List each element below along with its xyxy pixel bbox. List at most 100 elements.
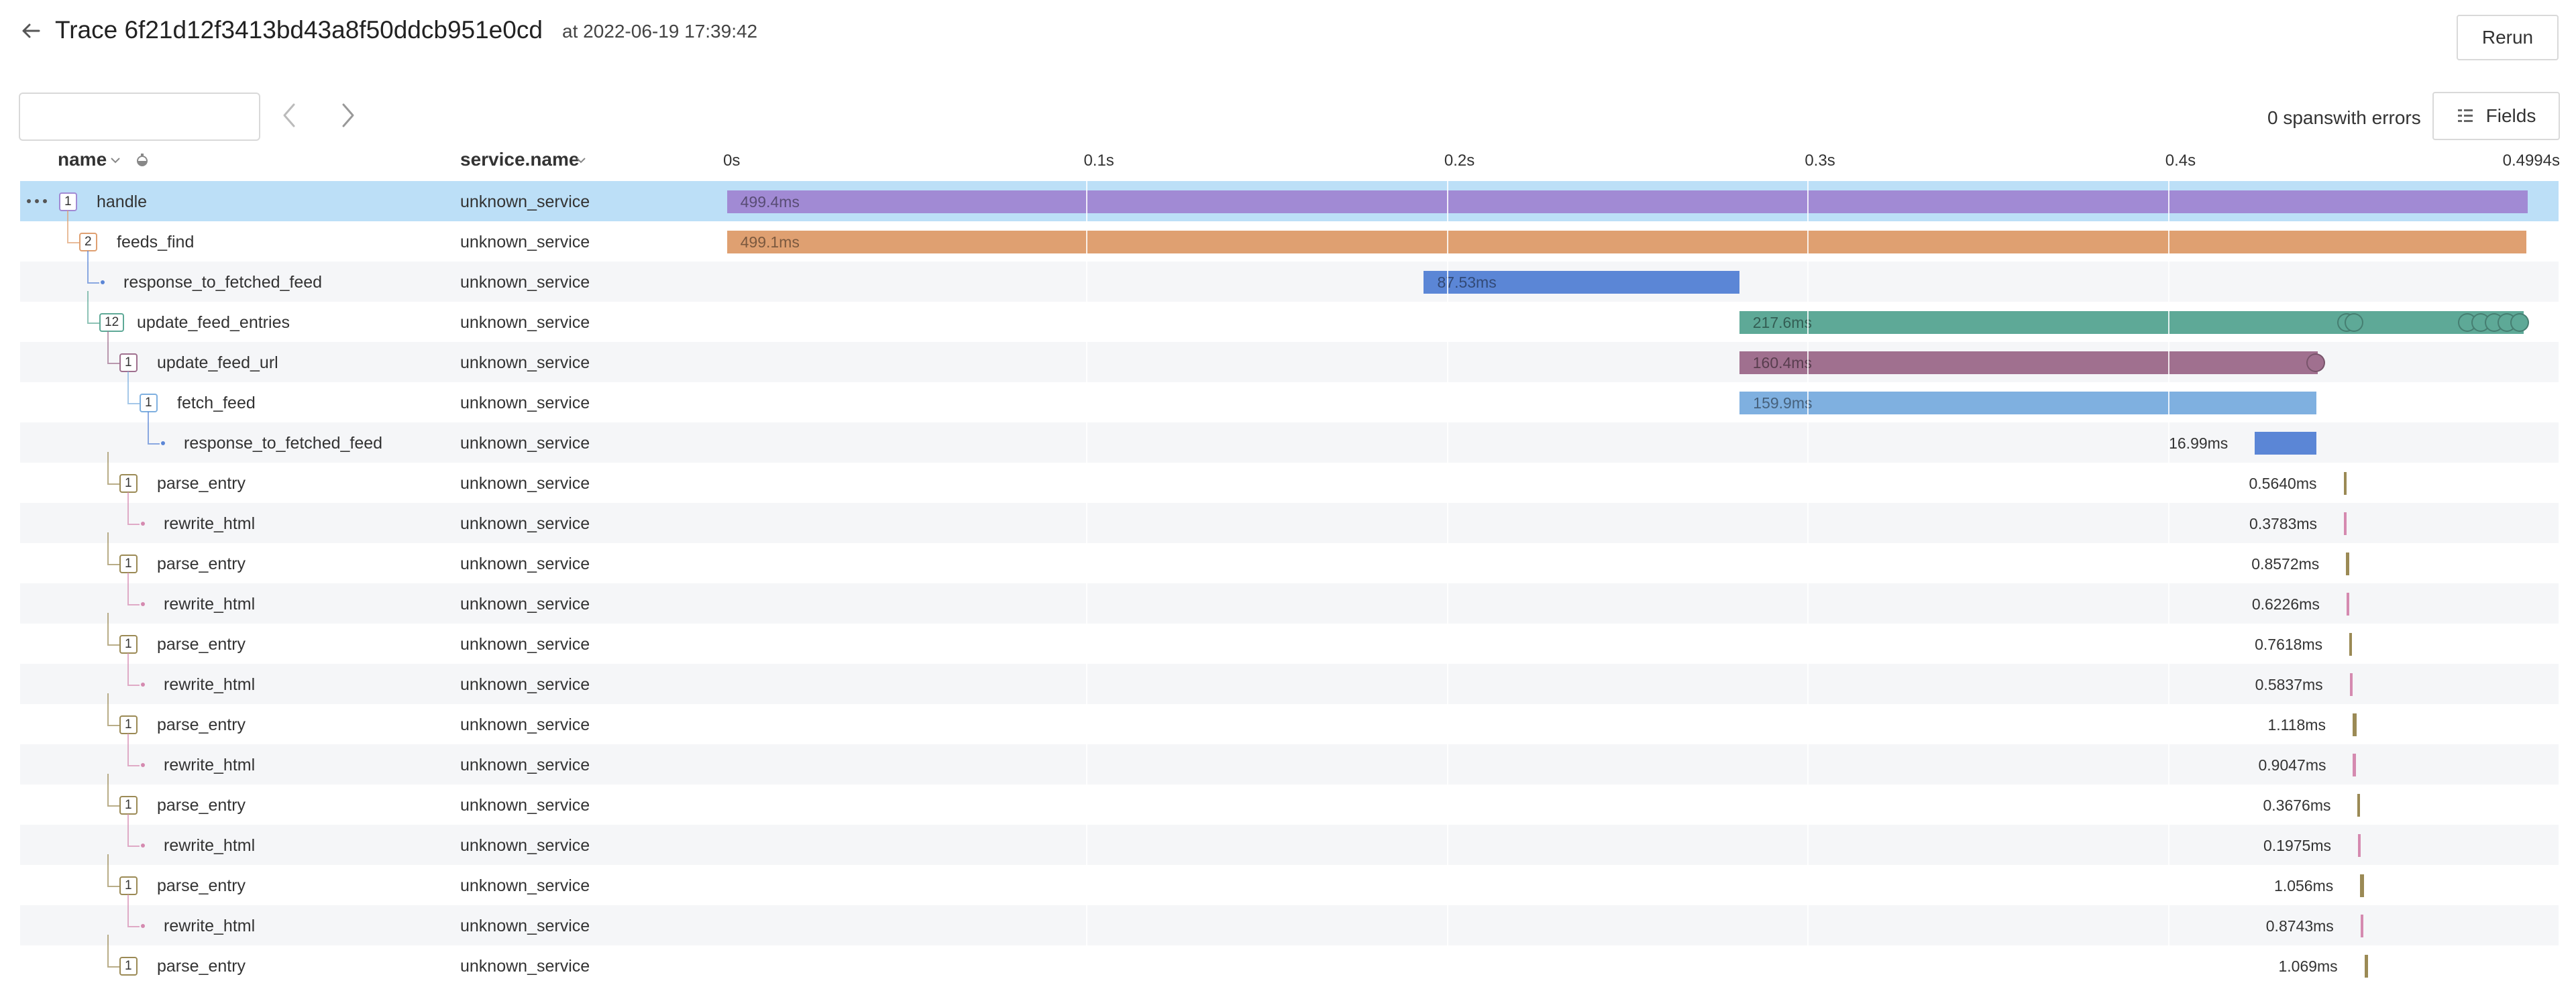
timeline-tick-label: 0s bbox=[723, 152, 741, 170]
chevron-left-icon[interactable] bbox=[275, 95, 305, 135]
span-name: fetch_feed bbox=[177, 394, 256, 412]
child-count-badge[interactable]: 1 bbox=[119, 635, 138, 654]
tree-connector bbox=[87, 291, 89, 323]
more-options-icon[interactable] bbox=[27, 199, 51, 205]
span-name: parse_entry bbox=[157, 635, 246, 654]
span-service: unknown_service bbox=[460, 273, 590, 292]
dot bbox=[27, 199, 31, 203]
span-row[interactable] bbox=[20, 624, 2559, 664]
child-count-badge[interactable]: 2 bbox=[79, 233, 97, 251]
child-count-badge[interactable]: 1 bbox=[119, 796, 138, 815]
span-row[interactable] bbox=[20, 262, 2559, 302]
span-bar[interactable] bbox=[2346, 593, 2349, 616]
child-count-badge[interactable]: 12 bbox=[99, 313, 125, 332]
tree-connector bbox=[127, 604, 140, 605]
span-row[interactable] bbox=[20, 785, 2559, 825]
span-row[interactable] bbox=[20, 463, 2559, 503]
child-count-badge[interactable]: 1 bbox=[119, 876, 138, 895]
span-service: unknown_service bbox=[460, 836, 590, 855]
tree-connector bbox=[127, 685, 140, 686]
span-service: unknown_service bbox=[460, 957, 590, 976]
errors-summary: 0 spanswith errors bbox=[2267, 107, 2421, 128]
span-bar[interactable] bbox=[2343, 472, 2347, 495]
child-count-badge[interactable]: 1 bbox=[119, 474, 138, 493]
span-bar[interactable] bbox=[2360, 874, 2364, 897]
span-bar[interactable] bbox=[2349, 673, 2353, 696]
span-row[interactable] bbox=[20, 945, 2559, 986]
child-count-badge[interactable]: 1 bbox=[119, 555, 138, 573]
child-count-badge[interactable]: 1 bbox=[119, 353, 138, 372]
timeline-gridline bbox=[1446, 181, 1448, 986]
tree-connector bbox=[67, 242, 79, 243]
span-row[interactable] bbox=[20, 543, 2559, 583]
span-name: parse_entry bbox=[157, 715, 246, 734]
span-row[interactable] bbox=[20, 744, 2559, 785]
span-bar[interactable] bbox=[2360, 915, 2364, 937]
span-name: rewrite_html bbox=[164, 917, 256, 935]
child-count-badge[interactable]: 1 bbox=[59, 192, 77, 211]
tree-connector bbox=[127, 524, 140, 525]
tree-connector bbox=[107, 564, 119, 565]
span-service: unknown_service bbox=[460, 635, 590, 654]
tree-connector bbox=[107, 452, 109, 483]
filter-icon[interactable] bbox=[134, 152, 150, 168]
span-row[interactable] bbox=[20, 905, 2559, 945]
span-bar[interactable] bbox=[1739, 351, 2318, 374]
span-dot bbox=[161, 441, 165, 445]
span-bar[interactable] bbox=[2346, 553, 2349, 575]
column-name-label: name bbox=[58, 149, 107, 170]
span-bar[interactable] bbox=[1739, 392, 2316, 414]
span-event-marker[interactable] bbox=[2344, 313, 2363, 332]
child-count-badge[interactable]: 1 bbox=[140, 394, 158, 412]
span-row[interactable] bbox=[20, 704, 2559, 744]
chevron-down-icon[interactable] bbox=[574, 156, 588, 165]
span-row[interactable] bbox=[20, 503, 2559, 543]
span-bar[interactable] bbox=[1424, 271, 1739, 294]
search-input[interactable] bbox=[19, 93, 260, 141]
span-event-marker[interactable] bbox=[2306, 353, 2326, 372]
child-count-badge[interactable]: 1 bbox=[119, 715, 138, 734]
span-bar[interactable] bbox=[2349, 633, 2353, 656]
span-bar[interactable] bbox=[2344, 512, 2347, 535]
span-bar[interactable] bbox=[2352, 713, 2357, 736]
span-event-marker[interactable] bbox=[2510, 313, 2530, 332]
tree-connector bbox=[107, 532, 109, 564]
tree-connector bbox=[127, 894, 129, 926]
column-header-service[interactable]: service.name bbox=[460, 149, 579, 170]
span-row[interactable] bbox=[20, 583, 2559, 624]
tree-connector bbox=[107, 483, 119, 485]
span-row[interactable] bbox=[20, 865, 2559, 905]
span-name: parse_entry bbox=[157, 957, 246, 976]
tree-connector bbox=[107, 725, 119, 726]
fields-button[interactable]: Fields bbox=[2432, 92, 2560, 140]
span-bar[interactable] bbox=[1739, 311, 2524, 334]
span-dot bbox=[141, 683, 145, 687]
span-bar[interactable] bbox=[2357, 794, 2361, 817]
span-bar[interactable] bbox=[2353, 754, 2357, 776]
span-name: rewrite_html bbox=[164, 595, 256, 614]
arrow-left-icon[interactable] bbox=[19, 17, 46, 44]
span-row[interactable] bbox=[20, 422, 2559, 463]
chevron-right-icon[interactable] bbox=[333, 95, 362, 135]
tree-connector bbox=[127, 403, 140, 404]
tree-connector bbox=[87, 282, 99, 284]
tree-connector bbox=[87, 323, 99, 324]
tree-connector bbox=[127, 573, 129, 604]
span-bar[interactable] bbox=[727, 190, 2528, 213]
span-row[interactable] bbox=[20, 664, 2559, 704]
tree-connector bbox=[107, 331, 109, 363]
span-service: unknown_service bbox=[460, 756, 590, 774]
span-row[interactable] bbox=[20, 825, 2559, 865]
span-name: rewrite_html bbox=[164, 756, 256, 774]
span-bar[interactable] bbox=[2358, 834, 2361, 857]
rerun-button[interactable]: Rerun bbox=[2457, 15, 2559, 60]
span-bar[interactable] bbox=[727, 231, 2526, 253]
span-bar[interactable] bbox=[2364, 955, 2369, 978]
child-count-badge[interactable]: 1 bbox=[119, 957, 138, 976]
tree-connector bbox=[127, 653, 129, 685]
span-bar[interactable] bbox=[2255, 432, 2316, 455]
tree-connector bbox=[107, 966, 119, 968]
column-header-name[interactable]: name bbox=[58, 149, 107, 170]
span-name: parse_entry bbox=[157, 876, 246, 895]
chevron-down-icon[interactable] bbox=[109, 156, 122, 165]
